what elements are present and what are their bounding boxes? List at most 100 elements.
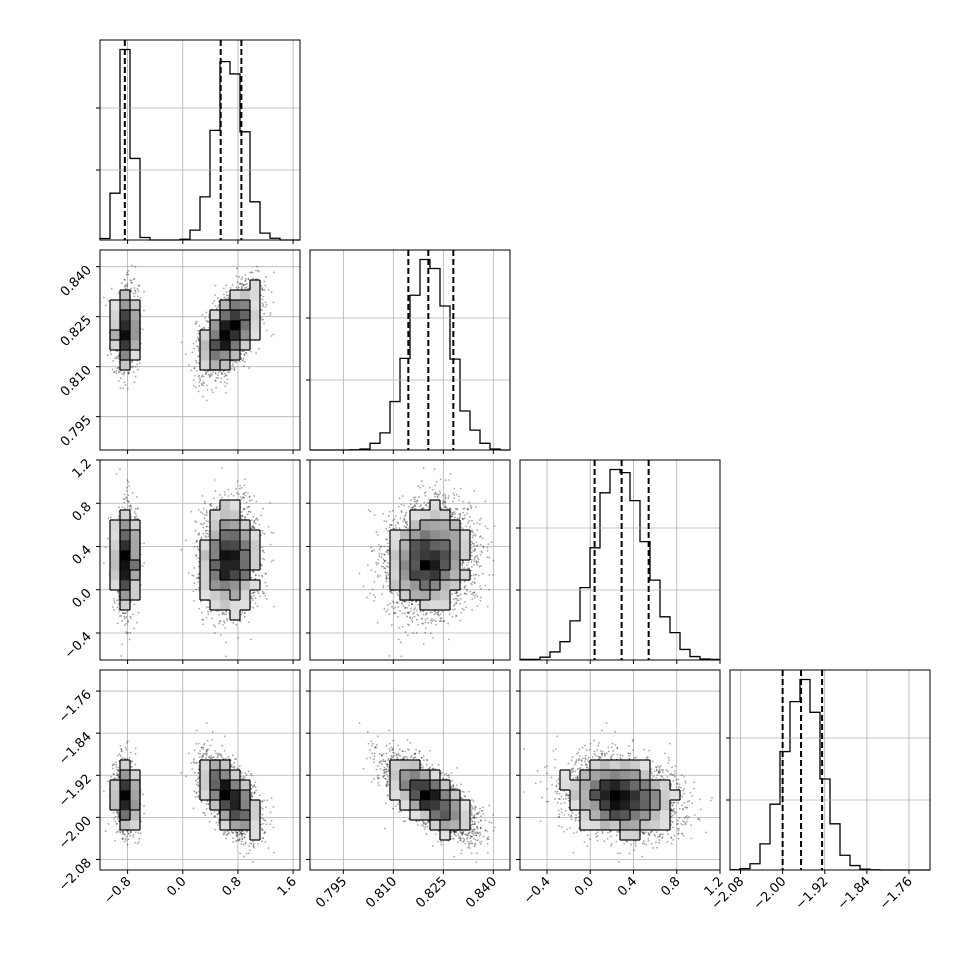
sample-point	[419, 610, 422, 613]
sample-point	[119, 744, 122, 747]
sample-point	[423, 759, 425, 762]
sample-point	[243, 836, 246, 839]
sample-point	[106, 537, 109, 540]
sample-point	[236, 832, 239, 834]
sample-point	[439, 613, 442, 616]
sample-point	[467, 790, 470, 793]
sample-point	[412, 632, 415, 634]
density-cell	[580, 790, 591, 801]
sample-point	[127, 481, 130, 483]
sample-point	[119, 387, 122, 390]
sample-point	[230, 763, 233, 766]
sample-point	[673, 801, 676, 804]
density-cell	[420, 550, 431, 561]
sample-point	[408, 601, 411, 604]
density-cell	[590, 790, 601, 801]
sample-point	[484, 525, 487, 528]
sample-point	[255, 500, 258, 503]
sample-point	[464, 592, 466, 595]
sample-point	[125, 273, 128, 276]
sample-point	[574, 819, 577, 822]
density-cell	[200, 770, 211, 781]
sample-point	[107, 822, 110, 825]
sample-point	[674, 775, 676, 778]
sample-point	[238, 839, 241, 841]
sample-point	[378, 552, 381, 555]
sample-point	[207, 613, 210, 616]
density-cell	[230, 540, 241, 551]
sample-point	[262, 295, 265, 298]
sample-point	[197, 355, 200, 358]
density-cell	[130, 320, 141, 331]
sample-point	[205, 807, 208, 810]
sample-point	[203, 517, 206, 520]
sample-point	[104, 546, 107, 549]
sample-point	[631, 740, 634, 743]
histogram-step	[729, 678, 930, 871]
sample-point	[387, 515, 390, 517]
sample-point	[260, 294, 263, 297]
axes-frame	[99, 669, 301, 871]
density-cell	[230, 590, 241, 601]
sample-point	[190, 510, 193, 513]
sample-point	[238, 360, 241, 363]
density-cell	[110, 520, 121, 531]
sample-point	[202, 752, 205, 755]
sample-point	[385, 762, 388, 765]
sample-point	[201, 746, 203, 749]
sample-point	[119, 377, 122, 380]
sample-point	[198, 374, 200, 377]
sample-point	[686, 815, 688, 817]
sample-point	[123, 507, 126, 510]
sample-point	[261, 318, 264, 321]
sample-point	[424, 823, 427, 826]
sample-point	[473, 556, 476, 559]
sample-point	[420, 756, 423, 759]
sample-point	[396, 601, 398, 604]
density-cell	[220, 550, 231, 561]
sample-point	[460, 597, 462, 600]
sample-point	[192, 590, 195, 593]
sample-point	[209, 504, 212, 507]
sample-point	[406, 615, 409, 618]
sample-point	[258, 574, 260, 577]
sample-point	[486, 838, 489, 841]
sample-point	[252, 570, 255, 573]
sample-point	[121, 373, 123, 375]
sample-point	[116, 818, 119, 821]
sample-point	[251, 597, 254, 600]
sample-point	[396, 757, 399, 760]
sample-point	[474, 548, 476, 551]
sample-point	[193, 749, 196, 752]
sample-point	[479, 535, 482, 538]
sample-point	[221, 372, 224, 375]
sample-point	[560, 795, 563, 798]
sample-point	[216, 813, 219, 816]
sample-point	[127, 500, 130, 503]
sample-point	[243, 855, 245, 858]
sample-point	[691, 795, 694, 798]
sample-point	[390, 624, 393, 627]
sample-point	[389, 757, 392, 760]
sample-point	[476, 826, 478, 829]
sample-point	[397, 638, 400, 641]
density-cell	[110, 540, 121, 551]
sample-point	[420, 507, 423, 510]
sample-point	[205, 372, 207, 375]
sample-point	[404, 526, 407, 529]
sample-point	[380, 753, 383, 756]
sample-point	[137, 832, 140, 834]
density-cell	[220, 520, 231, 531]
density-cell	[640, 810, 651, 821]
density-cell	[400, 540, 411, 551]
axes-frame	[519, 669, 721, 871]
density-cell	[110, 340, 121, 351]
sample-point	[454, 513, 457, 515]
density-cell	[230, 510, 241, 521]
sample-point	[381, 593, 384, 596]
sample-point	[619, 754, 622, 757]
sample-point	[471, 830, 474, 833]
sample-point	[193, 347, 196, 350]
sample-point	[471, 820, 474, 823]
